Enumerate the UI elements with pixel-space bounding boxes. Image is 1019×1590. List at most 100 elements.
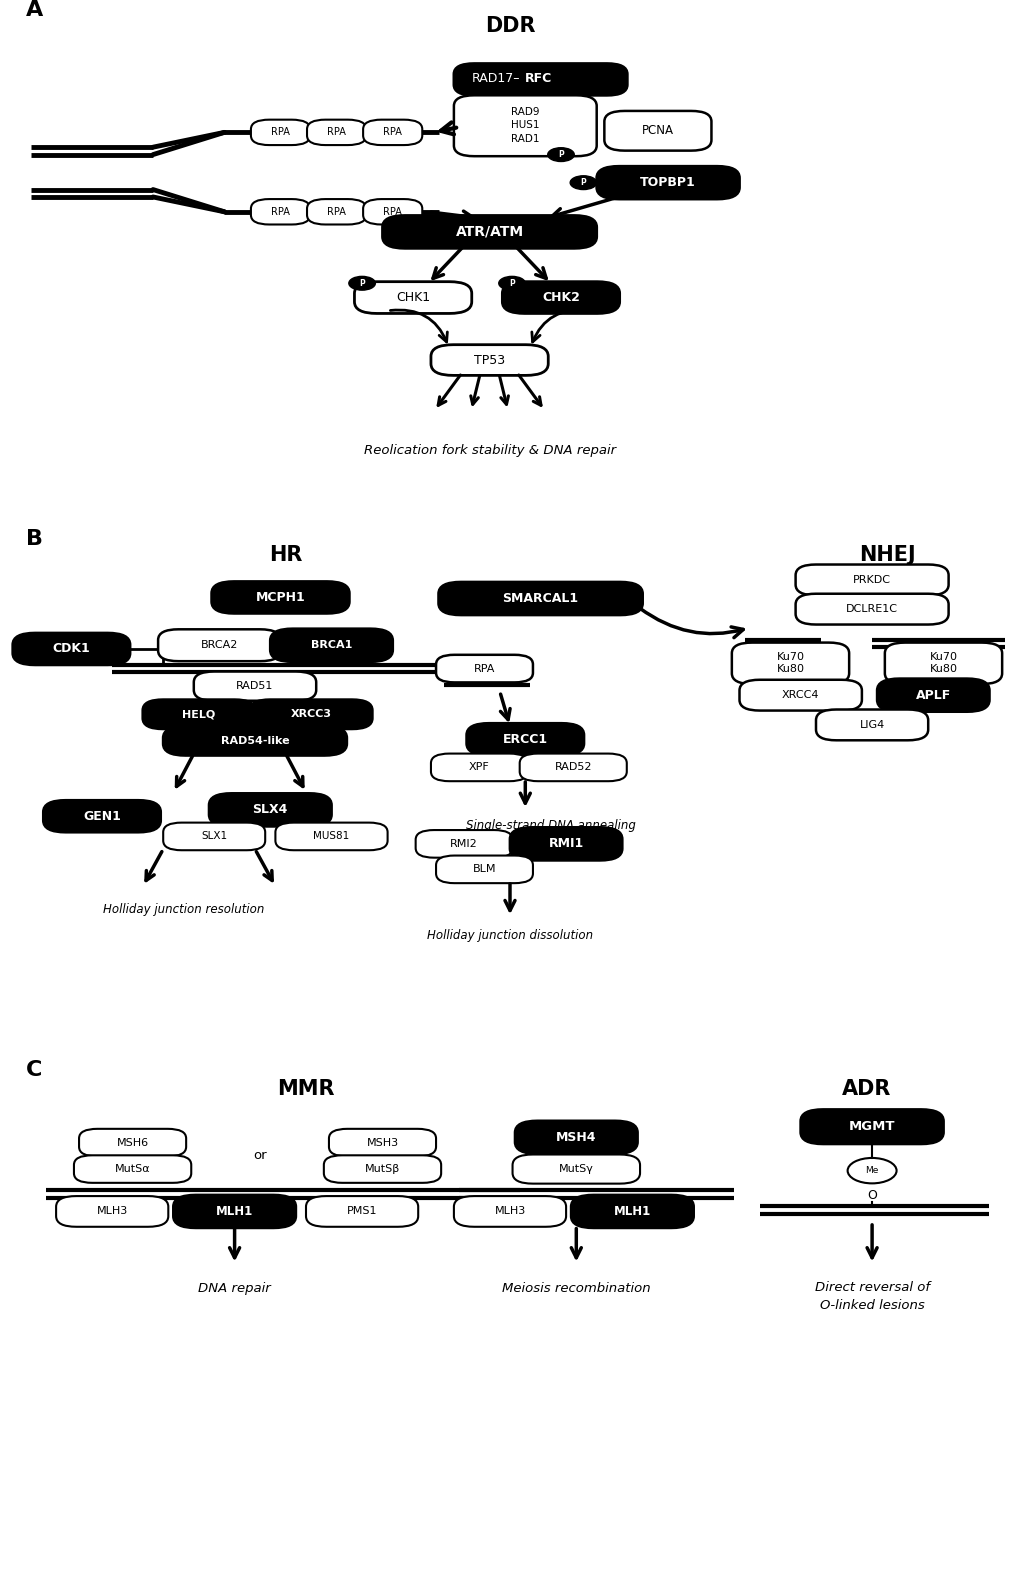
FancyBboxPatch shape xyxy=(571,1196,693,1227)
Text: P: P xyxy=(508,278,515,288)
Text: PMS1: PMS1 xyxy=(346,1207,377,1216)
FancyBboxPatch shape xyxy=(436,855,533,882)
Text: CHK2: CHK2 xyxy=(541,291,580,304)
Text: NHEJ: NHEJ xyxy=(858,545,915,566)
FancyBboxPatch shape xyxy=(502,281,620,313)
FancyBboxPatch shape xyxy=(515,1121,637,1154)
Text: MLH3: MLH3 xyxy=(97,1207,127,1216)
Text: B: B xyxy=(25,529,43,550)
FancyBboxPatch shape xyxy=(163,822,265,851)
Text: Meiosis recombination: Meiosis recombination xyxy=(501,1282,650,1294)
Text: MSH6: MSH6 xyxy=(116,1137,149,1148)
FancyBboxPatch shape xyxy=(382,216,596,248)
FancyBboxPatch shape xyxy=(467,723,584,755)
Text: SMARCAL1: SMARCAL1 xyxy=(502,591,578,606)
Text: RPA: RPA xyxy=(383,207,401,216)
Text: ADR: ADR xyxy=(842,1080,891,1099)
Text: RPA: RPA xyxy=(383,127,401,137)
FancyBboxPatch shape xyxy=(306,1196,418,1227)
Text: PRKDC: PRKDC xyxy=(852,576,891,585)
FancyBboxPatch shape xyxy=(143,700,255,728)
FancyBboxPatch shape xyxy=(436,655,533,682)
Text: RAD52: RAD52 xyxy=(554,762,591,773)
Text: MGMT: MGMT xyxy=(848,1121,895,1134)
Text: XPF: XPF xyxy=(469,762,489,773)
FancyBboxPatch shape xyxy=(250,700,372,728)
Text: MLH3: MLH3 xyxy=(494,1207,525,1216)
FancyBboxPatch shape xyxy=(355,281,472,313)
Text: Direct reversal of
O-linked lesions: Direct reversal of O-linked lesions xyxy=(814,1280,928,1312)
FancyBboxPatch shape xyxy=(251,199,310,224)
FancyBboxPatch shape xyxy=(510,827,622,860)
Text: GEN1: GEN1 xyxy=(83,809,121,822)
Text: DCLRE1C: DCLRE1C xyxy=(846,604,897,614)
Circle shape xyxy=(847,1158,896,1183)
FancyBboxPatch shape xyxy=(795,564,948,595)
FancyBboxPatch shape xyxy=(158,630,280,661)
FancyBboxPatch shape xyxy=(453,95,596,156)
Circle shape xyxy=(498,277,525,289)
Text: A: A xyxy=(25,0,43,21)
Text: Holliday junction resolution: Holliday junction resolution xyxy=(103,903,264,916)
Text: MutSγ: MutSγ xyxy=(558,1164,593,1173)
Text: RAD54-like: RAD54-like xyxy=(220,736,289,746)
FancyBboxPatch shape xyxy=(307,119,366,145)
FancyBboxPatch shape xyxy=(453,1196,566,1227)
FancyBboxPatch shape xyxy=(876,679,988,712)
FancyBboxPatch shape xyxy=(453,64,627,95)
Text: O: O xyxy=(866,1189,876,1202)
Text: ATR/ATM: ATR/ATM xyxy=(455,224,523,238)
FancyBboxPatch shape xyxy=(44,800,161,832)
Text: RPA: RPA xyxy=(327,127,345,137)
FancyBboxPatch shape xyxy=(520,754,627,781)
Text: BRCA1: BRCA1 xyxy=(311,641,352,650)
Text: MLH1: MLH1 xyxy=(216,1205,253,1218)
Text: LIG4: LIG4 xyxy=(859,720,883,730)
FancyBboxPatch shape xyxy=(324,1156,441,1183)
Text: Reolication fork stability & DNA repair: Reolication fork stability & DNA repair xyxy=(363,444,615,456)
FancyBboxPatch shape xyxy=(209,793,331,827)
FancyBboxPatch shape xyxy=(732,642,849,684)
Text: SLX1: SLX1 xyxy=(201,832,227,841)
Text: ERCC1: ERCC1 xyxy=(502,733,547,746)
FancyBboxPatch shape xyxy=(431,754,528,781)
FancyBboxPatch shape xyxy=(363,119,422,145)
FancyBboxPatch shape xyxy=(212,582,350,614)
Text: MUS81: MUS81 xyxy=(313,832,350,841)
FancyBboxPatch shape xyxy=(173,1196,296,1227)
Text: MCPH1: MCPH1 xyxy=(256,591,305,604)
FancyBboxPatch shape xyxy=(194,671,316,701)
Text: APLF: APLF xyxy=(915,688,950,701)
Text: Me: Me xyxy=(864,1165,878,1175)
Text: MMR: MMR xyxy=(277,1080,334,1099)
Text: RPA: RPA xyxy=(474,663,494,674)
Text: RMI2: RMI2 xyxy=(449,840,478,849)
FancyBboxPatch shape xyxy=(270,628,392,661)
Text: P: P xyxy=(359,278,365,288)
FancyBboxPatch shape xyxy=(513,1154,640,1183)
Circle shape xyxy=(570,176,596,189)
Text: HR: HR xyxy=(269,545,302,566)
Text: XRCC3: XRCC3 xyxy=(290,709,331,719)
FancyBboxPatch shape xyxy=(275,822,387,851)
Circle shape xyxy=(348,277,375,289)
Text: RPA: RPA xyxy=(271,127,289,137)
Text: PCNA: PCNA xyxy=(641,124,674,137)
Text: TOPBP1: TOPBP1 xyxy=(640,176,695,189)
FancyBboxPatch shape xyxy=(12,633,130,665)
Text: DDR: DDR xyxy=(484,16,535,35)
Text: DNA repair: DNA repair xyxy=(198,1282,271,1294)
FancyBboxPatch shape xyxy=(251,119,310,145)
Text: TP53: TP53 xyxy=(474,353,504,367)
Text: RMI1: RMI1 xyxy=(548,838,583,851)
Text: MutSα: MutSα xyxy=(115,1164,150,1173)
Text: RAD17–: RAD17– xyxy=(471,73,520,86)
FancyBboxPatch shape xyxy=(363,199,422,224)
FancyBboxPatch shape xyxy=(884,642,1002,684)
Text: RFC: RFC xyxy=(525,73,552,86)
Text: P: P xyxy=(580,178,586,188)
Text: Ku70
Ku80: Ku70 Ku80 xyxy=(775,652,804,674)
Circle shape xyxy=(547,148,574,162)
FancyBboxPatch shape xyxy=(431,345,548,375)
Text: Holliday junction dissolution: Holliday junction dissolution xyxy=(427,929,592,943)
